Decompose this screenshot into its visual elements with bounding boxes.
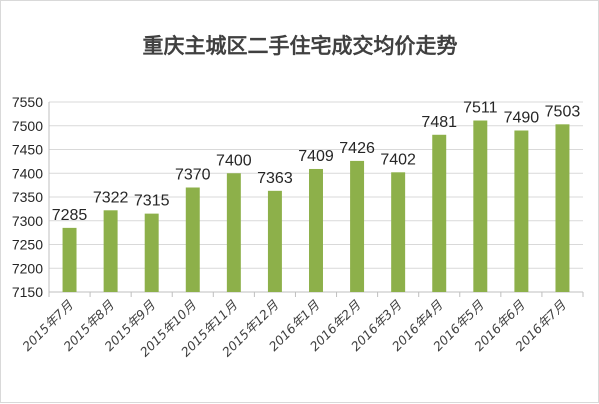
data-labels: 7285 7322 7315 7370 7400 7363 7409 7426 7402 7481… xyxy=(52,100,581,224)
bar xyxy=(473,120,488,293)
data-label: 7490 xyxy=(504,110,540,127)
bar xyxy=(144,213,159,292)
bar xyxy=(350,160,365,292)
data-label: 7370 xyxy=(175,167,211,184)
bar xyxy=(103,210,118,292)
y-axis-ticks: 7150 7200 7250 7300 7350 7400 7450 7500 7550 xyxy=(12,94,43,300)
data-label: 7363 xyxy=(257,170,293,187)
data-label: 7322 xyxy=(93,189,129,206)
y-tick-label: 7300 xyxy=(12,213,43,229)
chart-title: 重庆主城区二手住宅成交均价走势 xyxy=(143,34,458,58)
y-tick-label: 7450 xyxy=(12,142,43,158)
y-tick-label: 7350 xyxy=(12,189,43,205)
bars xyxy=(62,120,570,293)
data-label: 7409 xyxy=(298,148,334,165)
bar xyxy=(309,168,323,292)
data-label: 7503 xyxy=(545,103,581,120)
bar xyxy=(62,227,77,292)
x-axis-ticks: 2015年7月2015年8月2015年9月2015年10月2015年11月201… xyxy=(19,297,569,359)
data-label: 7402 xyxy=(380,151,416,168)
data-label: 7285 xyxy=(52,207,88,224)
bar xyxy=(432,134,447,292)
y-tick-label: 7550 xyxy=(12,94,43,110)
y-tick-label: 7250 xyxy=(12,237,43,253)
bar xyxy=(185,187,200,292)
y-tick-label: 7200 xyxy=(12,260,43,276)
y-tick-label: 7500 xyxy=(12,118,43,134)
bar xyxy=(514,130,529,292)
data-label: 7481 xyxy=(421,114,457,131)
bar xyxy=(555,124,570,292)
y-tick-label: 7150 xyxy=(12,284,43,300)
bar xyxy=(267,190,282,292)
bar xyxy=(391,172,406,292)
data-label: 7400 xyxy=(216,152,252,169)
y-tick-label: 7400 xyxy=(12,165,43,181)
bar xyxy=(226,173,241,292)
data-label: 7426 xyxy=(339,140,375,157)
data-label: 7315 xyxy=(134,193,170,210)
data-label: 7511 xyxy=(463,100,498,117)
